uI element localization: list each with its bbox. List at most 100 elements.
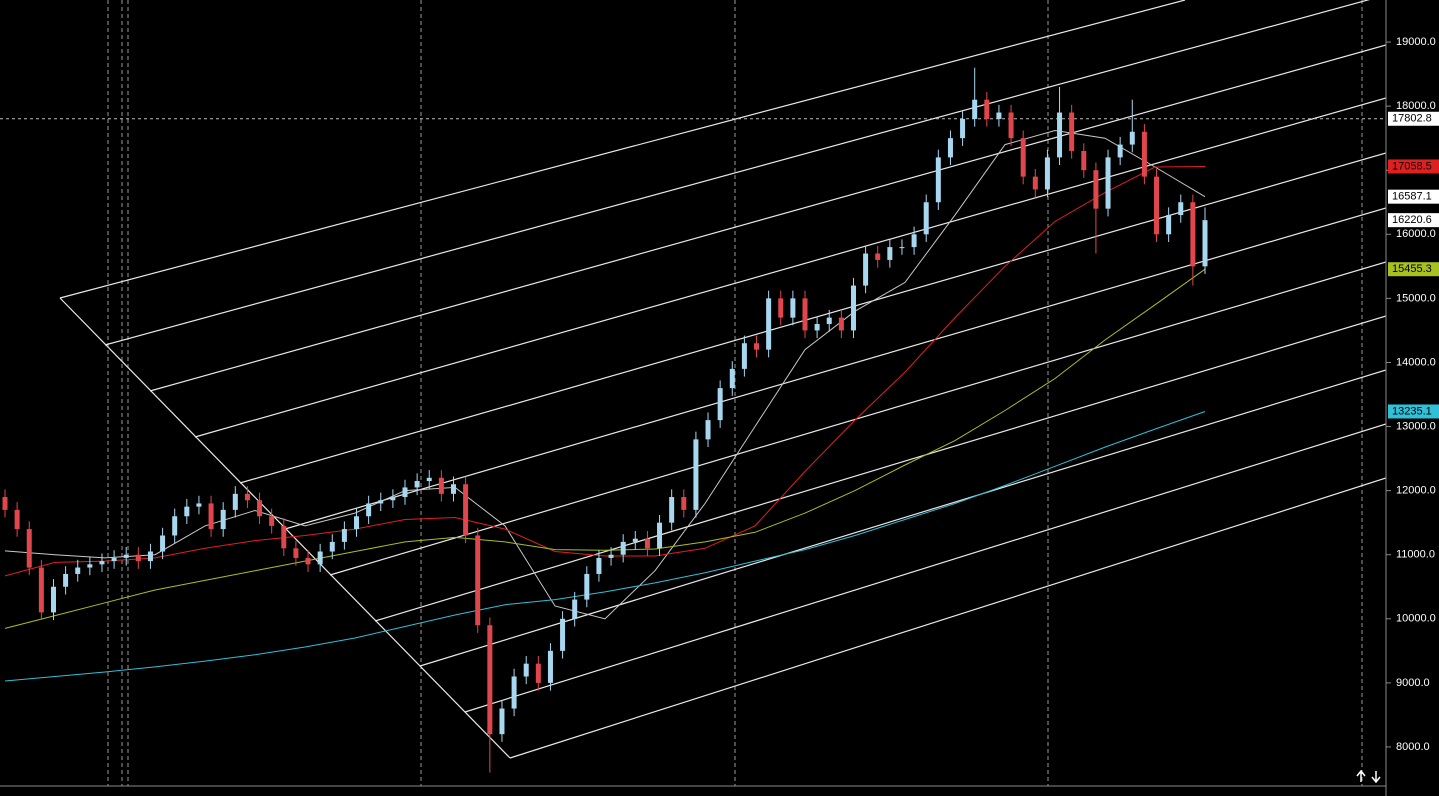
y-tick-label: 10000.0	[1396, 613, 1436, 625]
candle-body	[341, 529, 347, 542]
candle-body	[281, 525, 287, 549]
candle-body	[1178, 202, 1184, 216]
candle-body	[778, 298, 784, 318]
candle-body	[863, 253, 869, 286]
moving-average-line	[4, 129, 1206, 620]
candle-body	[838, 317, 844, 331]
candle-body	[972, 99, 978, 119]
scroll-buttons[interactable]	[1356, 769, 1381, 784]
price-label: 13235.1	[1392, 405, 1432, 417]
candle-body	[87, 564, 93, 568]
candle-body	[984, 99, 990, 119]
candle-body	[172, 516, 178, 536]
candle-body	[232, 493, 238, 510]
fan-line	[104, 0, 1370, 346]
y-tick-label: 19000.0	[1396, 36, 1436, 48]
price-label: 17058.5	[1392, 160, 1432, 172]
candle-body	[1057, 112, 1063, 158]
time-grid	[107, 0, 1363, 786]
candle-body	[184, 506, 190, 517]
y-tick-label: 9000.0	[1396, 677, 1430, 689]
price-label-box	[1388, 213, 1439, 228]
y-tick-label: 16000.0	[1396, 228, 1436, 240]
candle-body	[790, 298, 796, 318]
candle-body	[1032, 176, 1038, 190]
y-tick-label: 11000.0	[1396, 549, 1435, 561]
candle-body	[38, 567, 44, 613]
candle-body	[826, 317, 832, 325]
candle-body	[1129, 131, 1135, 145]
candle-body	[632, 538, 638, 542]
candle-body	[608, 554, 614, 558]
candle-body	[875, 253, 881, 260]
candle-body	[450, 484, 456, 494]
candle-body	[75, 567, 81, 574]
candle-body	[1141, 131, 1147, 177]
candle-body	[560, 618, 566, 651]
y-tick-label: 13000.0	[1396, 420, 1436, 432]
candle-body	[329, 541, 335, 552]
candle-body	[1117, 144, 1123, 158]
fan-line	[419, 369, 1386, 667]
candle-body	[705, 420, 711, 440]
candle-body	[220, 509, 226, 530]
y-tick-label: 12000.0	[1396, 485, 1436, 497]
candle-body	[1154, 176, 1160, 235]
candle-body	[487, 625, 493, 735]
price-label-box	[1388, 262, 1439, 277]
candle-body	[547, 650, 553, 683]
candle-body	[26, 529, 32, 568]
candle-body	[1008, 112, 1014, 139]
candle-body	[887, 247, 893, 260]
candle-body	[572, 599, 578, 619]
candle-body	[669, 497, 675, 523]
candle-body	[111, 557, 117, 562]
price-label-box	[1388, 189, 1439, 204]
candle-body	[741, 343, 747, 369]
candle-body	[257, 500, 263, 517]
candle-body	[729, 368, 735, 389]
fan-line	[329, 261, 1386, 576]
candle-body	[378, 500, 384, 504]
candle-body	[463, 484, 469, 536]
candle-body	[899, 247, 905, 249]
candle-body	[644, 538, 650, 549]
candle-body	[1190, 202, 1196, 267]
scroll-up-button[interactable]	[1356, 769, 1366, 782]
candle-body	[293, 548, 299, 558]
y-tick-label: 8000.0	[1396, 741, 1430, 753]
candle-body	[996, 112, 1002, 119]
candle-body	[63, 573, 69, 587]
candle-body	[1081, 150, 1087, 171]
candle-body	[535, 663, 541, 683]
candle-body	[14, 509, 20, 530]
candle-body	[317, 551, 323, 565]
fan-line	[59, 0, 1186, 299]
candle-body	[693, 439, 699, 510]
candle-body	[1020, 138, 1026, 177]
candle-body	[438, 477, 444, 494]
candle-body	[1044, 157, 1050, 190]
candle-body	[596, 557, 602, 574]
candle-body	[947, 138, 953, 158]
fan-line	[374, 315, 1386, 622]
candle-body	[935, 157, 941, 203]
price-label: 17802.8	[1392, 113, 1432, 125]
candle-body	[620, 541, 626, 555]
candle-body	[584, 573, 590, 600]
candle-body	[135, 554, 141, 562]
candle-body	[499, 708, 505, 735]
price-label-box	[1388, 111, 1439, 126]
price-label: 16587.1	[1392, 191, 1432, 203]
y-tick-label: 14000.0	[1396, 356, 1436, 368]
scroll-down-button[interactable]	[1371, 771, 1381, 784]
candle-body	[814, 324, 820, 331]
candle-body	[1166, 215, 1172, 235]
candle-body	[681, 497, 687, 510]
candle-body	[269, 516, 275, 526]
plot-area	[0, 67, 1386, 773]
candle-body	[147, 551, 153, 562]
moving-average-line	[4, 411, 1206, 682]
candle-body	[475, 535, 481, 626]
candle-body	[208, 503, 214, 530]
